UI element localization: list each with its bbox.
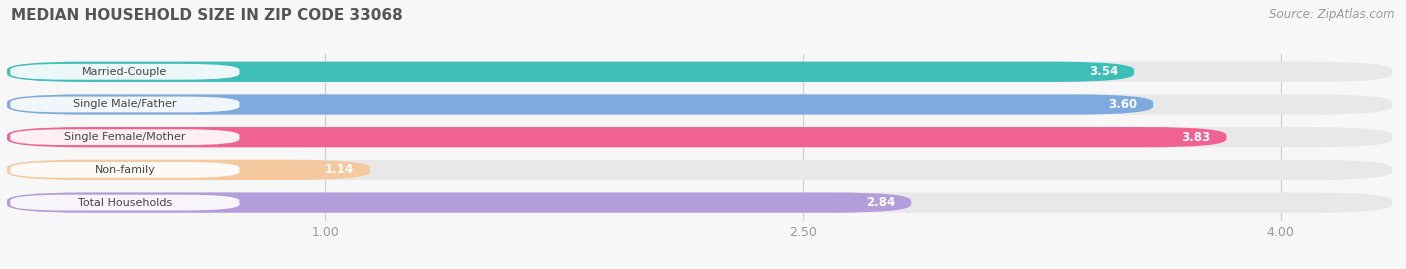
Text: 1.14: 1.14: [325, 163, 354, 176]
FancyBboxPatch shape: [10, 129, 239, 145]
Text: Total Households: Total Households: [77, 198, 172, 208]
FancyBboxPatch shape: [7, 192, 1392, 213]
FancyBboxPatch shape: [7, 94, 1392, 115]
FancyBboxPatch shape: [10, 162, 239, 178]
Text: Single Female/Mother: Single Female/Mother: [65, 132, 186, 142]
Text: 3.83: 3.83: [1181, 131, 1211, 144]
Text: 3.60: 3.60: [1108, 98, 1137, 111]
FancyBboxPatch shape: [10, 195, 239, 211]
Text: MEDIAN HOUSEHOLD SIZE IN ZIP CODE 33068: MEDIAN HOUSEHOLD SIZE IN ZIP CODE 33068: [11, 8, 404, 23]
FancyBboxPatch shape: [7, 62, 1392, 82]
FancyBboxPatch shape: [7, 94, 1153, 115]
FancyBboxPatch shape: [7, 127, 1226, 147]
FancyBboxPatch shape: [7, 160, 370, 180]
Text: Single Male/Father: Single Male/Father: [73, 100, 177, 109]
Text: Non-family: Non-family: [94, 165, 155, 175]
Text: Married-Couple: Married-Couple: [82, 67, 167, 77]
Text: 2.84: 2.84: [866, 196, 896, 209]
FancyBboxPatch shape: [10, 97, 239, 112]
FancyBboxPatch shape: [7, 62, 1135, 82]
FancyBboxPatch shape: [10, 64, 239, 80]
FancyBboxPatch shape: [7, 160, 1392, 180]
FancyBboxPatch shape: [7, 192, 911, 213]
FancyBboxPatch shape: [7, 127, 1392, 147]
Text: Source: ZipAtlas.com: Source: ZipAtlas.com: [1270, 8, 1395, 21]
Text: 3.54: 3.54: [1088, 65, 1118, 78]
